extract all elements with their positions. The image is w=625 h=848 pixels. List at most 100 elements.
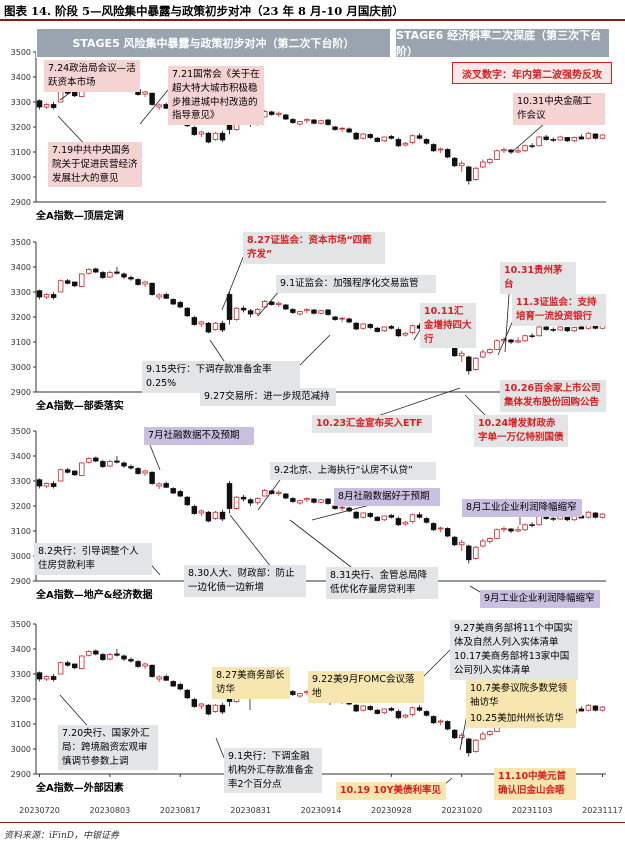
candle-body bbox=[43, 676, 50, 680]
annotation-sep-industrial-profit: 9月工业企业利润降幅缩窄 bbox=[480, 590, 600, 608]
candle-body bbox=[550, 329, 556, 331]
candle-body bbox=[205, 704, 212, 715]
candle-body bbox=[163, 483, 169, 488]
y-tick-label: 3300 bbox=[11, 670, 31, 679]
y-tick-label: 3400 bbox=[11, 263, 31, 272]
candle-body bbox=[170, 681, 176, 687]
candle-body bbox=[198, 321, 205, 325]
candle-body bbox=[466, 738, 472, 754]
candle-body bbox=[494, 150, 500, 160]
candle-body bbox=[64, 469, 71, 473]
annotation-8-27-commerce: 8.27美商务部长访华 bbox=[212, 667, 290, 699]
candle-body bbox=[550, 139, 556, 141]
candle-body bbox=[388, 708, 395, 711]
y-tick-label: 3100 bbox=[11, 720, 31, 729]
candle-body bbox=[325, 119, 331, 125]
candle-body bbox=[43, 483, 50, 487]
candle-body bbox=[332, 505, 338, 509]
candle-body bbox=[36, 100, 43, 108]
candle-body bbox=[142, 281, 148, 285]
panel-title-2: 全A指数—部委落实 bbox=[36, 401, 124, 412]
candle-body bbox=[480, 733, 486, 740]
candle-body bbox=[297, 693, 303, 697]
annotation-7-24: 7.24政治局会议—活跃资本市场 bbox=[44, 60, 140, 92]
annotation-leader bbox=[289, 519, 361, 575]
candle-body bbox=[564, 327, 571, 332]
candle-body bbox=[501, 528, 507, 531]
candle-body bbox=[367, 706, 373, 710]
candle-body bbox=[156, 483, 162, 487]
candle-body bbox=[149, 92, 155, 105]
candle-body bbox=[430, 716, 437, 724]
candle-body bbox=[416, 514, 423, 518]
candle-body bbox=[100, 272, 106, 278]
candle-body bbox=[240, 496, 247, 500]
candle-body bbox=[86, 651, 92, 656]
candle-body bbox=[529, 335, 535, 337]
annotation-11-3-csrc: 11.3证监会：支持培育一流投资银行 bbox=[512, 294, 606, 326]
y-tick-label: 3500 bbox=[11, 427, 31, 436]
candle-body bbox=[191, 127, 198, 135]
candle-body bbox=[71, 470, 78, 476]
stage5-header: STAGE5 风险集中暴露与政策初步对冲（第二次下台阶） bbox=[36, 28, 391, 58]
candle-body bbox=[318, 310, 324, 314]
candle-body bbox=[480, 161, 486, 168]
candle-body bbox=[515, 340, 521, 343]
candle-body bbox=[36, 479, 43, 487]
annotation-8-30-npc: 8.30人大、财政部：防止一边化债一边新增 bbox=[184, 565, 306, 597]
candle-body bbox=[360, 323, 366, 329]
candle-body bbox=[107, 461, 113, 467]
candle-body bbox=[473, 546, 479, 559]
annotation-8-27-csrc: 8.27证监会：资本市场“四箭齐发” bbox=[243, 232, 385, 264]
candle-body bbox=[114, 653, 120, 656]
candle-body bbox=[487, 731, 493, 735]
candle-body bbox=[142, 91, 148, 95]
y-tick-label: 3300 bbox=[11, 477, 31, 486]
candle-body bbox=[459, 734, 465, 739]
candle-body bbox=[571, 327, 578, 332]
candle-body bbox=[444, 149, 451, 158]
candle-body bbox=[487, 538, 493, 542]
candle-body bbox=[121, 655, 127, 660]
annotation-leader bbox=[257, 289, 281, 317]
candle-body bbox=[311, 119, 317, 124]
candle-body bbox=[543, 326, 549, 330]
y-tick-label: 3100 bbox=[11, 148, 31, 157]
candle-body bbox=[212, 704, 219, 712]
candle-body bbox=[304, 119, 310, 122]
candle-body bbox=[205, 322, 212, 333]
candle-body bbox=[57, 280, 64, 293]
candle-body bbox=[261, 301, 268, 308]
annotation-leader bbox=[497, 317, 515, 356]
candle-body bbox=[184, 496, 191, 506]
candle-body bbox=[198, 703, 205, 707]
y-tick-label: 2900 bbox=[11, 770, 31, 779]
x-tick-label: 20231103 bbox=[512, 806, 553, 815]
candle-body bbox=[557, 326, 563, 331]
candle-body bbox=[184, 307, 191, 317]
candle-body bbox=[360, 705, 366, 711]
x-tick-label: 20230914 bbox=[301, 806, 342, 815]
candle-body bbox=[480, 351, 486, 358]
candle-body bbox=[311, 498, 317, 503]
candle-body bbox=[114, 460, 120, 463]
candle-body bbox=[121, 462, 127, 467]
y-tick-label: 3200 bbox=[11, 502, 31, 511]
annotation-aug-industrial-profit: 8月工业企业利润降幅缩窄 bbox=[462, 499, 582, 517]
candle-body bbox=[416, 135, 423, 139]
candle-body bbox=[374, 327, 381, 332]
candle-body bbox=[128, 659, 134, 662]
candle-body bbox=[381, 708, 388, 714]
candle-body bbox=[451, 536, 458, 546]
candle-body bbox=[50, 294, 57, 298]
candle-body bbox=[233, 307, 240, 320]
panel-3: 2900 3000 3100 3200 3300 3400 3500 bbox=[11, 427, 606, 586]
candle-body bbox=[156, 104, 162, 108]
panel-title-3: 全A指数—地产&经济数据 bbox=[36, 590, 153, 601]
candle-body bbox=[79, 462, 85, 476]
candle-body bbox=[50, 676, 57, 680]
candle-body bbox=[360, 133, 366, 139]
candle-body bbox=[451, 347, 458, 357]
title-rule bbox=[0, 19, 625, 21]
candle-body bbox=[494, 340, 500, 350]
